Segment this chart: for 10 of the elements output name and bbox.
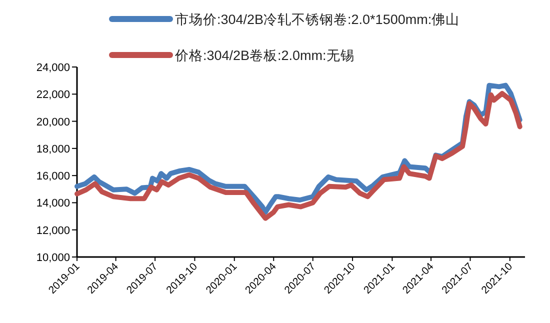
y-tick-label: 12,000 [36, 224, 70, 237]
y-tick-label: 22,000 [36, 89, 70, 102]
y-tick-label: 24,000 [36, 62, 70, 74]
y-tick-label: 20,000 [36, 116, 70, 128]
y-tick-label: 10,000 [36, 252, 70, 264]
legend-label: 价格:304/2B卷板:2.0mm:无锡 [174, 48, 354, 63]
y-tick-label: 16,000 [36, 170, 70, 183]
y-tick-label: 18,000 [36, 143, 70, 156]
legend-label: 市场价:304/2B冷轧不锈钢卷:2.0*1500mm:佛山 [175, 12, 460, 27]
y-tick-label: 14,000 [36, 198, 70, 210]
